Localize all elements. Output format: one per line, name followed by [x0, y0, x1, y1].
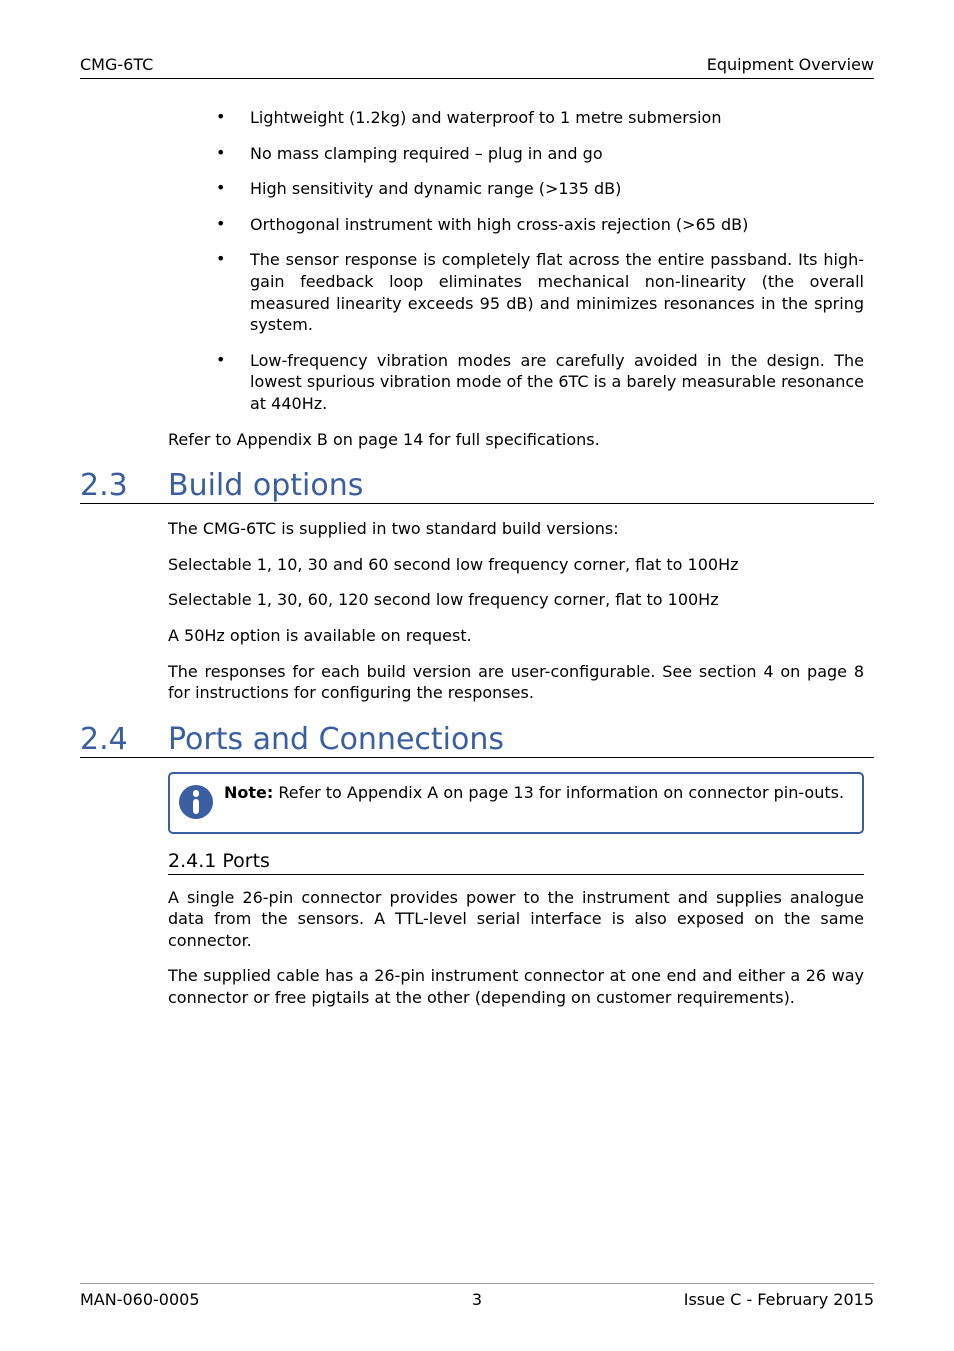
body-paragraph: Selectable 1, 10, 30 and 60 second low f…: [168, 554, 864, 576]
page-header: CMG-6TC Equipment Overview: [80, 55, 874, 79]
bullet-dot: •: [210, 214, 250, 236]
section-title: Build options: [168, 468, 363, 503]
section-number: 2.4: [80, 722, 168, 757]
section-heading-2-3: 2.3 Build options: [80, 468, 874, 504]
list-item: • Lightweight (1.2kg) and waterproof to …: [210, 107, 864, 129]
header-left: CMG-6TC: [80, 55, 153, 74]
bullet-dot: •: [210, 107, 250, 129]
list-item: • The sensor response is completely flat…: [210, 249, 864, 335]
bullet-text: Orthogonal instrument with high cross-ax…: [250, 214, 864, 236]
bullet-text: Low-frequency vibration modes are carefu…: [250, 350, 864, 415]
section-number: 2.3: [80, 468, 168, 503]
bullet-dot: •: [210, 249, 250, 335]
list-item: • No mass clamping required – plug in an…: [210, 143, 864, 165]
section-heading-2-4: 2.4 Ports and Connections: [80, 722, 874, 758]
note-body: Refer to Appendix A on page 13 for infor…: [273, 783, 844, 802]
bullet-text: No mass clamping required – plug in and …: [250, 143, 864, 165]
note-text: Note: Refer to Appendix A on page 13 for…: [224, 782, 844, 804]
bullet-text: The sensor response is completely flat a…: [250, 249, 864, 335]
body-paragraph: The responses for each build version are…: [168, 661, 864, 704]
bullet-text: Lightweight (1.2kg) and waterproof to 1 …: [250, 107, 864, 129]
subsection-heading-2-4-1: 2.4.1 Ports: [168, 850, 864, 875]
bullet-dot: •: [210, 350, 250, 415]
feature-bullet-list: • Lightweight (1.2kg) and waterproof to …: [210, 107, 864, 415]
section-title: Ports and Connections: [168, 722, 504, 757]
list-item: • High sensitivity and dynamic range (>1…: [210, 178, 864, 200]
note-label: Note:: [224, 783, 273, 802]
bullet-dot: •: [210, 143, 250, 165]
list-item: • Low-frequency vibration modes are care…: [210, 350, 864, 415]
body-paragraph: Selectable 1, 30, 60, 120 second low fre…: [168, 589, 864, 611]
list-item: • Orthogonal instrument with high cross-…: [210, 214, 864, 236]
body-paragraph: The CMG-6TC is supplied in two standard …: [168, 518, 864, 540]
note-callout: Note: Refer to Appendix A on page 13 for…: [168, 772, 864, 834]
page-footer: MAN-060-0005 3 Issue C - February 2015: [80, 1283, 874, 1309]
body-paragraph: The supplied cable has a 26-pin instrume…: [168, 965, 864, 1008]
header-right: Equipment Overview: [707, 55, 874, 74]
info-icon: [178, 784, 214, 824]
appendix-reference: Refer to Appendix B on page 14 for full …: [168, 429, 864, 451]
body-paragraph: A 50Hz option is available on request.: [168, 625, 864, 647]
bullet-text: High sensitivity and dynamic range (>135…: [250, 178, 864, 200]
body-paragraph: A single 26-pin connector provides power…: [168, 887, 864, 952]
bullet-dot: •: [210, 178, 250, 200]
footer-page-number: 3: [80, 1290, 874, 1309]
